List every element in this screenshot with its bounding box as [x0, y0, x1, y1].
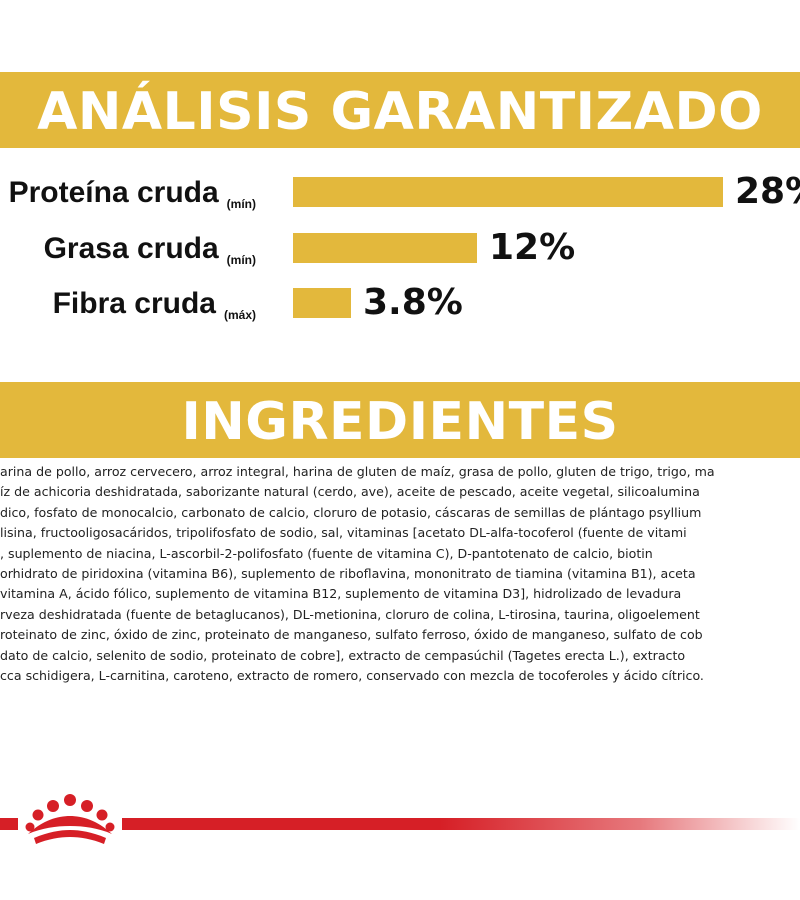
- nutrient-label-text: Grasa cruda (mín): [44, 229, 256, 280]
- nutrient-qualifier: (mín): [226, 253, 256, 267]
- nutrient-name: Grasa cruda: [43, 232, 219, 265]
- ingredients-line: lisina, fructooligosacáridos, tripolifos…: [0, 525, 687, 541]
- nutrient-label-text: Proteína cruda (mín): [9, 173, 256, 224]
- ingredients-line: íz de achicoria deshidratada, saborizant…: [0, 484, 700, 500]
- analysis-title: ANÁLISIS GARANTIZADO: [37, 82, 763, 142]
- nutrient-value: 3.8%: [363, 282, 463, 323]
- nutrient-bar: [293, 233, 477, 263]
- ingredients-line: vitamina A, ácido fólico, suplemento de …: [0, 586, 682, 602]
- ingredients-line: dato de calcio, selenito de sodio, prote…: [0, 647, 686, 663]
- nutrient-qualifier: (máx): [223, 308, 256, 322]
- nutrient-label-text: Fibra cruda (máx): [53, 284, 256, 335]
- ingredients-title: INGREDIENTES: [181, 392, 619, 452]
- nutrient-row-protein: Proteína cruda (mín) 28%: [0, 171, 800, 213]
- nutrient-bar: [293, 177, 723, 207]
- ingredients-line: , suplemento de niacina, L-ascorbil-2-po…: [0, 545, 653, 561]
- nutrient-qualifier: (mín): [226, 197, 256, 211]
- nutrient-value: 28%: [735, 171, 800, 212]
- ingredients-line: orhidrato de piridoxina (vitamina B6), s…: [0, 566, 696, 582]
- ingredients-header-band: INGREDIENTES: [0, 382, 800, 458]
- nutrient-name: Proteína cruda: [8, 176, 219, 209]
- ingredients-line: roteinato de zinc, óxido de zinc, protei…: [0, 627, 703, 643]
- ingredients-line: rveza deshidratada (fuente de betaglucan…: [0, 606, 700, 622]
- ingredients-line: dico, fosfato de monocalcio, carbonato d…: [0, 504, 702, 520]
- crown-icon: [18, 790, 122, 850]
- ingredients-line: cca schidigera, L-carnitina, caroteno, e…: [0, 668, 704, 684]
- ingredients-line: arina de pollo, arroz cervecero, arroz i…: [0, 464, 715, 479]
- ingredients-paragraph: arina de pollo, arroz cervecero, arroz i…: [0, 462, 800, 686]
- nutrient-row-fat: Grasa cruda (mín) 12%: [0, 227, 800, 269]
- nutrient-name: Fibra cruda: [52, 287, 216, 320]
- nutrient-bar: [293, 288, 351, 318]
- nutrient-row-fiber: Fibra cruda (máx) 3.8%: [0, 282, 800, 324]
- nutrient-value: 12%: [489, 227, 576, 268]
- brand-red-strip: [0, 818, 800, 830]
- analysis-header-band: ANÁLISIS GARANTIZADO: [0, 72, 800, 148]
